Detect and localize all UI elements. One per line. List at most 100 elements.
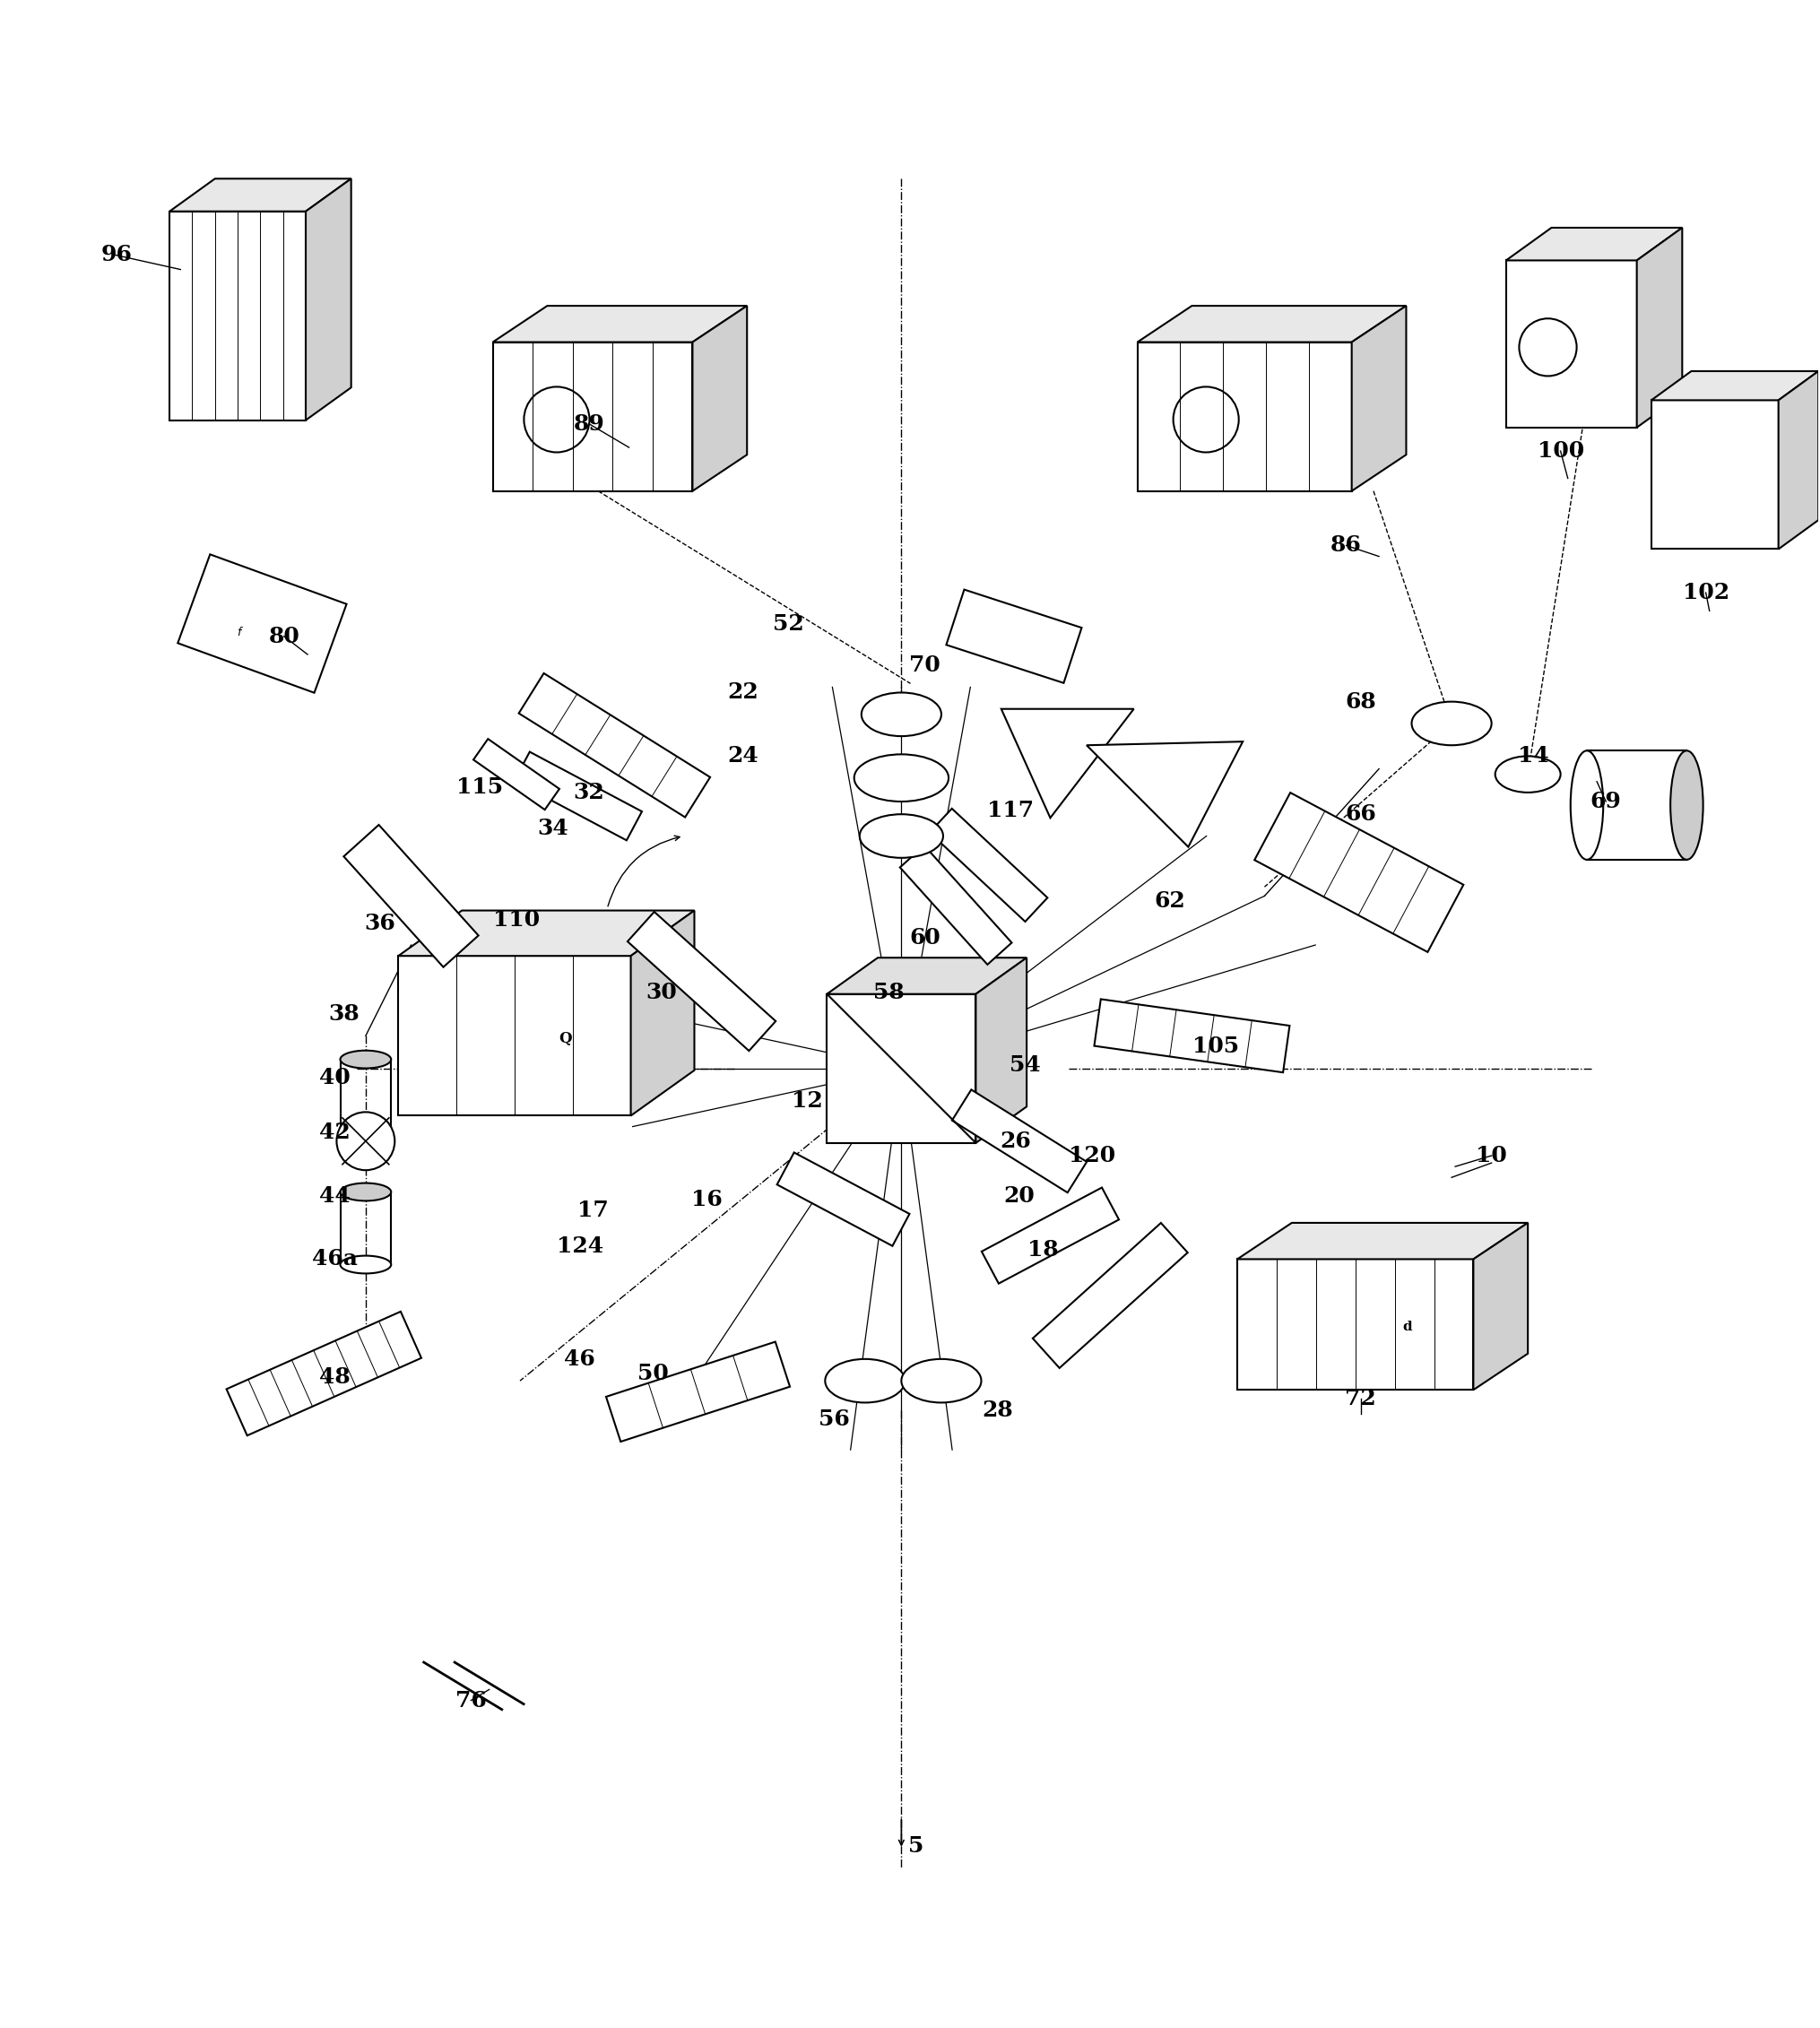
Text: 60: 60: [908, 927, 941, 949]
Polygon shape: [630, 911, 693, 1115]
Polygon shape: [493, 343, 692, 491]
Polygon shape: [981, 1188, 1117, 1284]
Text: 105: 105: [1192, 1036, 1238, 1057]
Text: 69: 69: [1589, 791, 1622, 813]
Text: 100: 100: [1536, 440, 1583, 462]
Text: 10: 10: [1476, 1146, 1507, 1166]
Polygon shape: [306, 178, 351, 420]
Text: 28: 28: [981, 1399, 1012, 1422]
Polygon shape: [1505, 227, 1682, 260]
Polygon shape: [1350, 306, 1405, 491]
Polygon shape: [1238, 1259, 1472, 1389]
Text: 24: 24: [728, 746, 759, 767]
Circle shape: [337, 1111, 395, 1170]
Ellipse shape: [340, 1255, 391, 1274]
Polygon shape: [826, 957, 1026, 994]
Ellipse shape: [859, 815, 943, 858]
Text: Q: Q: [559, 1032, 571, 1046]
Text: 26: 26: [999, 1130, 1030, 1152]
Text: 120: 120: [1068, 1146, 1116, 1166]
Ellipse shape: [340, 1182, 391, 1201]
Polygon shape: [777, 1152, 908, 1245]
Text: 110: 110: [493, 909, 539, 931]
Polygon shape: [692, 306, 746, 491]
Polygon shape: [1505, 260, 1636, 428]
Text: 16: 16: [692, 1188, 723, 1211]
Text: 115: 115: [457, 777, 502, 797]
Polygon shape: [1651, 371, 1818, 400]
Polygon shape: [1094, 1000, 1289, 1073]
Ellipse shape: [340, 1051, 391, 1069]
Text: 22: 22: [728, 681, 759, 704]
Polygon shape: [952, 1089, 1087, 1192]
Ellipse shape: [1494, 756, 1560, 793]
Text: 48: 48: [318, 1367, 349, 1387]
Text: 70: 70: [908, 655, 941, 675]
Ellipse shape: [1669, 750, 1702, 860]
Text: 44: 44: [318, 1184, 349, 1207]
Polygon shape: [628, 913, 775, 1051]
Text: 36: 36: [364, 913, 395, 935]
Text: 86: 86: [1330, 535, 1361, 556]
Text: 20: 20: [1003, 1184, 1034, 1207]
Text: 124: 124: [557, 1235, 602, 1257]
Polygon shape: [169, 178, 351, 211]
Text: 50: 50: [637, 1363, 668, 1385]
Polygon shape: [899, 846, 1012, 965]
Text: 18: 18: [1026, 1239, 1057, 1261]
Ellipse shape: [1410, 702, 1491, 744]
Polygon shape: [1254, 793, 1463, 951]
Text: 14: 14: [1518, 746, 1549, 767]
Polygon shape: [1001, 710, 1134, 817]
Text: 96: 96: [102, 243, 133, 266]
Polygon shape: [946, 590, 1081, 683]
Polygon shape: [399, 911, 693, 955]
Polygon shape: [1138, 343, 1350, 491]
Text: 66: 66: [1345, 803, 1376, 825]
Polygon shape: [1472, 1223, 1527, 1389]
Text: 38: 38: [328, 1004, 359, 1024]
Polygon shape: [473, 738, 559, 809]
Text: 72: 72: [1345, 1389, 1376, 1409]
Text: f: f: [237, 627, 240, 639]
Text: 46a: 46a: [311, 1249, 357, 1270]
Text: 34: 34: [537, 817, 568, 840]
Polygon shape: [976, 957, 1026, 1144]
Polygon shape: [513, 752, 642, 840]
Text: 102: 102: [1682, 582, 1729, 604]
Polygon shape: [826, 994, 976, 1144]
Ellipse shape: [340, 1124, 391, 1142]
Text: 76: 76: [455, 1689, 486, 1712]
Text: 46: 46: [564, 1349, 595, 1369]
Text: 12: 12: [792, 1091, 823, 1111]
Polygon shape: [1778, 371, 1818, 550]
Ellipse shape: [901, 1359, 981, 1403]
Text: 17: 17: [577, 1199, 608, 1221]
Text: 5: 5: [908, 1835, 923, 1856]
Polygon shape: [399, 955, 630, 1115]
Text: 68: 68: [1345, 692, 1376, 712]
Text: 58: 58: [872, 982, 905, 1004]
Polygon shape: [1651, 400, 1778, 550]
Polygon shape: [1032, 1223, 1187, 1369]
Text: 80: 80: [268, 625, 298, 647]
Polygon shape: [493, 306, 746, 343]
Text: 56: 56: [819, 1407, 850, 1430]
Polygon shape: [1238, 1223, 1527, 1259]
Polygon shape: [606, 1343, 790, 1442]
Ellipse shape: [861, 694, 941, 736]
Polygon shape: [1087, 742, 1241, 848]
Text: 117: 117: [986, 799, 1034, 821]
Text: 32: 32: [573, 781, 604, 803]
Polygon shape: [344, 825, 479, 967]
Polygon shape: [169, 211, 306, 420]
Text: d: d: [1401, 1320, 1411, 1334]
Polygon shape: [226, 1312, 420, 1436]
Text: 62: 62: [1154, 890, 1185, 913]
Text: 40: 40: [318, 1067, 349, 1089]
Polygon shape: [1636, 227, 1682, 428]
Text: 42: 42: [318, 1121, 349, 1144]
Ellipse shape: [854, 754, 948, 801]
Ellipse shape: [824, 1359, 905, 1403]
Polygon shape: [1138, 306, 1405, 343]
